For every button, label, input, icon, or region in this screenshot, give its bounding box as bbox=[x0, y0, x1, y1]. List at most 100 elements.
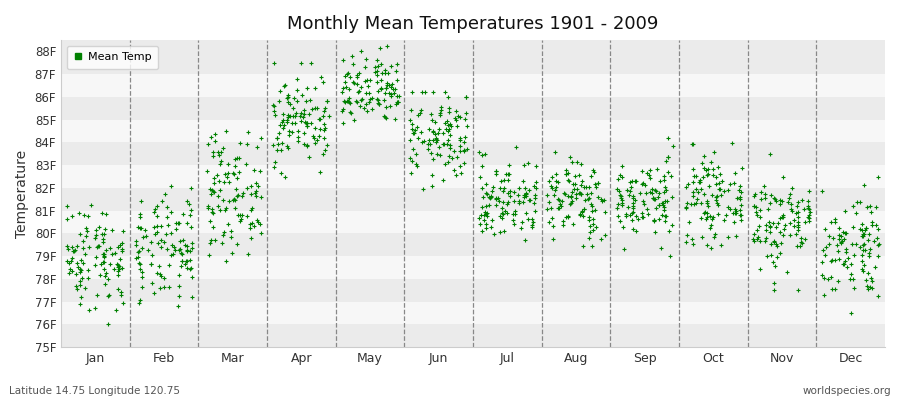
Point bbox=[168, 226, 183, 232]
Point bbox=[705, 192, 719, 198]
Point bbox=[773, 201, 788, 207]
Point bbox=[449, 116, 464, 123]
Point bbox=[487, 231, 501, 237]
Point bbox=[657, 203, 671, 210]
Point bbox=[516, 178, 530, 184]
Point bbox=[708, 180, 723, 187]
Point bbox=[855, 258, 869, 264]
Point bbox=[871, 242, 886, 248]
Point bbox=[728, 208, 742, 214]
Point bbox=[474, 184, 489, 191]
Point bbox=[821, 276, 835, 283]
Point bbox=[703, 224, 717, 231]
Point bbox=[508, 221, 522, 227]
Point bbox=[747, 231, 761, 238]
Point bbox=[459, 110, 473, 116]
Point bbox=[451, 113, 465, 120]
Point bbox=[686, 240, 700, 247]
Point bbox=[147, 224, 161, 230]
Point bbox=[589, 224, 603, 230]
Point bbox=[651, 194, 665, 200]
Point bbox=[297, 106, 311, 113]
Point bbox=[230, 175, 244, 181]
Point bbox=[160, 203, 175, 210]
Point bbox=[759, 222, 773, 229]
Point bbox=[475, 152, 490, 159]
Point bbox=[144, 261, 158, 267]
Point bbox=[428, 135, 443, 142]
Point bbox=[345, 53, 359, 59]
Point bbox=[582, 235, 597, 241]
Point bbox=[586, 220, 600, 227]
Point bbox=[311, 116, 326, 122]
Point bbox=[626, 194, 641, 201]
Point bbox=[491, 195, 506, 202]
Point bbox=[711, 164, 725, 170]
Point bbox=[815, 188, 830, 194]
Point bbox=[183, 248, 197, 255]
Point bbox=[70, 264, 85, 270]
Point bbox=[721, 233, 735, 240]
Point bbox=[542, 199, 556, 205]
Point bbox=[350, 81, 365, 87]
Point bbox=[868, 222, 883, 228]
Point bbox=[430, 151, 445, 157]
Point bbox=[478, 208, 492, 215]
Point bbox=[431, 126, 446, 132]
Point bbox=[206, 188, 220, 195]
Point bbox=[460, 146, 474, 152]
Point bbox=[453, 143, 467, 150]
Point bbox=[769, 241, 783, 247]
Point bbox=[300, 122, 314, 129]
Point bbox=[129, 237, 143, 244]
Point bbox=[149, 212, 164, 219]
Point bbox=[316, 79, 330, 86]
Bar bbox=[61, 165, 885, 188]
Y-axis label: Temperature: Temperature bbox=[15, 150, 29, 238]
Point bbox=[166, 251, 180, 258]
Point bbox=[115, 246, 130, 252]
Point bbox=[134, 198, 148, 204]
Point bbox=[337, 97, 351, 104]
Point bbox=[783, 190, 797, 197]
Point bbox=[862, 246, 877, 252]
Point bbox=[761, 219, 776, 225]
Point bbox=[797, 236, 812, 242]
Text: Latitude 14.75 Longitude 120.75: Latitude 14.75 Longitude 120.75 bbox=[9, 386, 180, 396]
Point bbox=[629, 228, 643, 234]
Point bbox=[449, 172, 464, 178]
Point bbox=[791, 219, 806, 226]
Point bbox=[145, 252, 159, 258]
Point bbox=[527, 200, 542, 206]
Point bbox=[460, 123, 474, 129]
Point bbox=[490, 195, 504, 202]
Point bbox=[776, 212, 790, 218]
Point bbox=[305, 106, 320, 112]
Point bbox=[858, 227, 872, 233]
Point bbox=[712, 180, 726, 186]
Point bbox=[795, 240, 809, 246]
Point bbox=[864, 275, 878, 282]
Point bbox=[618, 211, 633, 218]
Point bbox=[562, 177, 576, 184]
Point bbox=[322, 112, 337, 119]
Point bbox=[111, 262, 125, 268]
Point bbox=[750, 235, 764, 242]
Point bbox=[679, 238, 693, 245]
Point bbox=[719, 211, 733, 218]
Point bbox=[60, 246, 75, 252]
Point bbox=[694, 200, 708, 206]
Point bbox=[864, 278, 878, 284]
Point bbox=[245, 204, 259, 211]
Point bbox=[574, 161, 589, 167]
Point bbox=[734, 188, 749, 195]
Point bbox=[625, 217, 639, 223]
Point bbox=[698, 209, 712, 215]
Point bbox=[652, 178, 667, 184]
Point bbox=[74, 257, 88, 263]
Point bbox=[79, 228, 94, 234]
Point bbox=[168, 246, 183, 253]
Point bbox=[420, 146, 435, 152]
Point bbox=[687, 201, 701, 207]
Point bbox=[699, 167, 714, 173]
